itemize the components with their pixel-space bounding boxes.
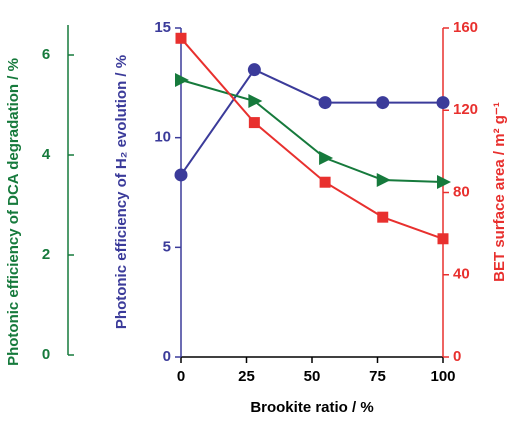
x-tick-label: 100 — [430, 368, 455, 385]
series-line — [180, 79, 444, 183]
y-tick-label: 15 — [154, 19, 171, 36]
data-point — [437, 233, 449, 245]
y-axis-label: Photonic efficiency of H₂ evolution / % — [113, 55, 130, 329]
y2-tick-label: 120 — [453, 101, 478, 118]
data-point — [175, 73, 189, 87]
data-point — [377, 211, 389, 223]
x-tick-label: 0 — [177, 368, 185, 385]
y3-tick-label: 6 — [42, 46, 50, 63]
series-line — [180, 68, 443, 176]
data-point — [174, 168, 188, 182]
y3-tick-label: 0 — [42, 346, 50, 363]
data-point — [437, 175, 451, 189]
y3-axis-label: Photonic efficiency of DCA degradation /… — [5, 58, 22, 366]
data-point — [248, 117, 260, 129]
data-point — [436, 96, 450, 110]
y2-tick-label: 80 — [453, 183, 470, 200]
data-point — [319, 151, 334, 165]
data-point — [248, 94, 263, 108]
data-point — [376, 96, 390, 110]
x-axis-label: Brookite ratio / % — [250, 399, 373, 416]
data-point — [376, 173, 391, 187]
data-point — [319, 176, 331, 188]
y-tick-label: 10 — [154, 129, 171, 146]
y2-tick-label: 0 — [453, 348, 461, 365]
x-tick-label: 50 — [304, 368, 321, 385]
y2-axis-label: BET surface area / m² g⁻¹ — [491, 102, 508, 282]
y2-tick-label: 40 — [453, 266, 470, 283]
x-tick-label: 25 — [238, 368, 255, 385]
data-point — [318, 96, 332, 110]
data-point — [247, 63, 261, 77]
y3-tick-label: 2 — [42, 246, 50, 263]
data-point — [175, 32, 187, 44]
y2-tick-label: 160 — [453, 19, 478, 36]
series-line — [180, 37, 444, 240]
y-tick-label: 5 — [163, 238, 171, 255]
y-tick-label: 0 — [163, 348, 171, 365]
y3-tick-label: 4 — [42, 146, 51, 163]
x-tick-label: 75 — [369, 368, 386, 385]
